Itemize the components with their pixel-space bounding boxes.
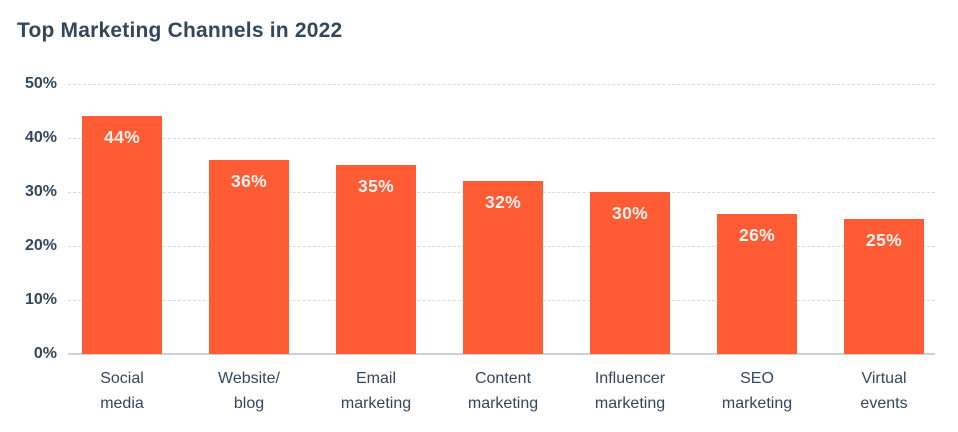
y-axis-tick-label: 50% — [24, 75, 57, 92]
bar-value-label: 26% — [739, 224, 775, 245]
x-axis-baseline — [68, 353, 935, 355]
bar-value-label: 25% — [866, 230, 902, 250]
bar-value-label: 32% — [485, 192, 521, 213]
y-axis-tick-label: 20% — [24, 237, 57, 254]
x-axis-category-label: SEO marketing — [721, 370, 793, 412]
x-axis-category-label: Virtual events — [860, 370, 908, 412]
bar-value-label: 30% — [612, 203, 648, 223]
bar-value-label: 35% — [358, 176, 394, 196]
bar-value-label: 36% — [231, 170, 267, 191]
bar: 44% — [82, 116, 162, 354]
bar: 30% — [590, 192, 670, 354]
bar: 36% — [209, 159, 289, 354]
x-axis-category-label: Social media — [100, 370, 144, 412]
bar: 32% — [463, 181, 543, 354]
chart-title: Top Marketing Channels in 2022 — [17, 19, 343, 42]
y-axis-tick-label: 30% — [24, 183, 57, 200]
y-axis-tick-label: 0% — [33, 345, 57, 362]
x-axis-category-label: Influencer marketing — [594, 370, 666, 412]
bar: 25% — [844, 219, 924, 354]
bar-value-label: 44% — [104, 127, 140, 148]
bar: 35% — [336, 165, 416, 354]
bar: 26% — [717, 213, 797, 354]
x-axis-category-label: Email marketing — [340, 370, 412, 412]
gridline — [68, 84, 935, 85]
y-axis-tick-label: 40% — [24, 129, 57, 146]
gridline — [68, 138, 935, 139]
y-axis-tick-label: 10% — [24, 291, 57, 308]
x-axis-category-label: Content marketing — [467, 370, 539, 412]
x-axis-category-label: Website/ blog — [218, 370, 280, 412]
